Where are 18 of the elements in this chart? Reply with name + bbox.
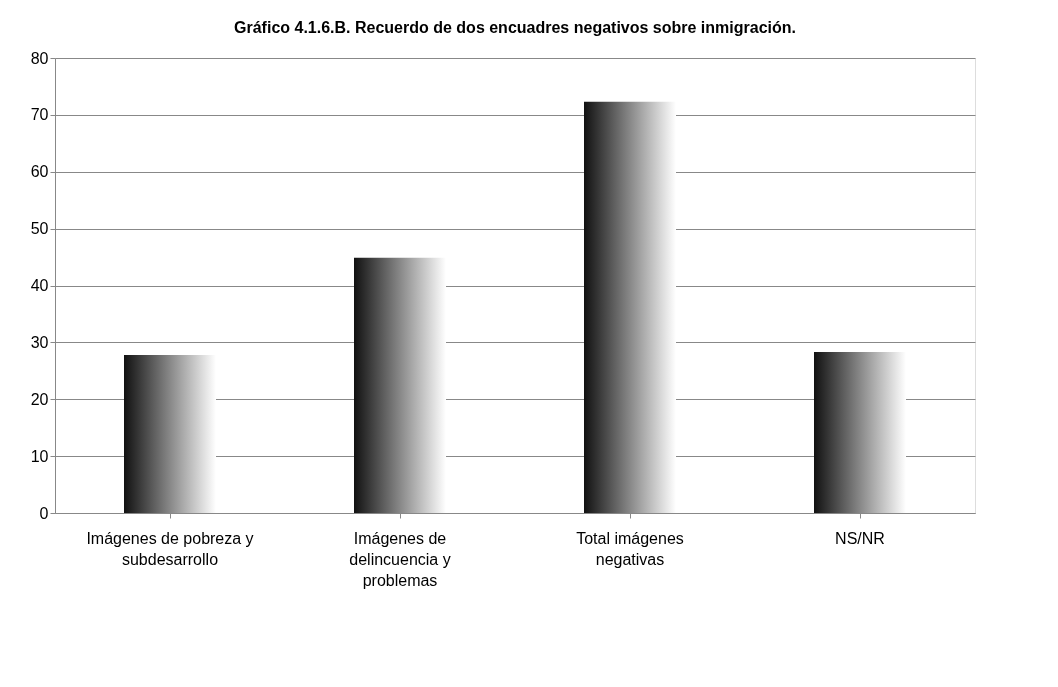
bar xyxy=(584,101,676,513)
bar xyxy=(354,257,446,513)
x-tick-label: Imágenes de delincuencia y problemas xyxy=(349,530,451,589)
y-tick-label: 80 xyxy=(30,49,49,67)
y-tick-label: 60 xyxy=(30,163,49,181)
y-tick-label: 10 xyxy=(30,447,49,465)
chart-title: Gráfico 4.1.6.B. Recuerdo de dos encuadres negativos sobre inmigración. xyxy=(234,19,796,36)
bar xyxy=(814,352,906,513)
bar xyxy=(124,354,216,513)
x-tick-label: Total imágenes negativas xyxy=(576,530,684,568)
x-tick-label: Imágenes de pobreza y subdesarrollo xyxy=(86,530,254,568)
y-tick-label: 50 xyxy=(30,220,49,238)
y-tick-label: 20 xyxy=(30,390,49,408)
x-tick-label: NS/NR xyxy=(835,530,885,547)
y-tick-label: 40 xyxy=(30,277,49,294)
y-tick-label: 70 xyxy=(30,106,49,124)
y-tick-label: 30 xyxy=(30,333,49,351)
y-tick-label: 0 xyxy=(39,504,49,522)
